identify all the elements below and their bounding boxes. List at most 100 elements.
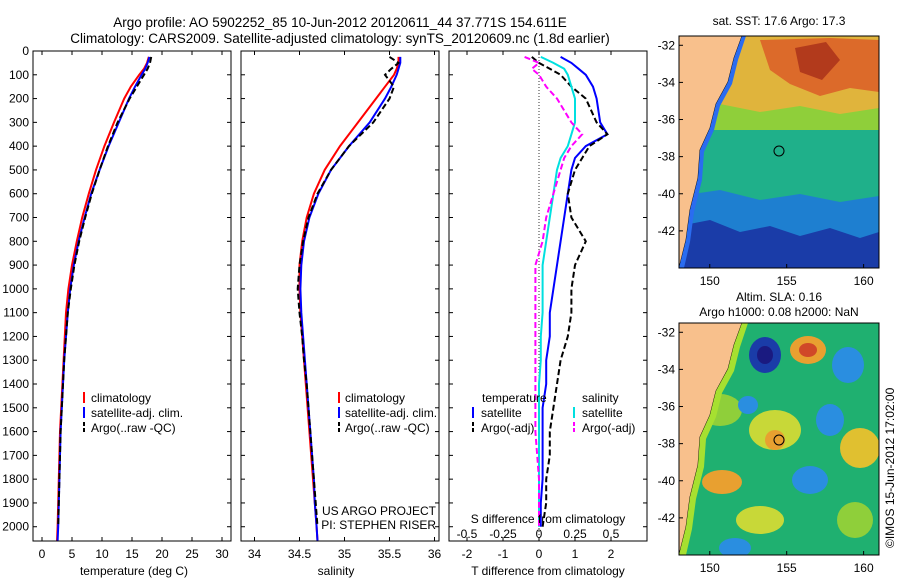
temperature-axis-label: temperature (deg C)	[80, 564, 188, 578]
legend-title-salinity: salinity	[582, 391, 619, 405]
map-y-tick-label: -34	[658, 75, 676, 89]
sst-transition	[679, 104, 879, 130]
sla-map-title-line2: Argo h1000: 0.08 h2000: NaN	[699, 305, 858, 319]
figure-title-line2: Climatology: CARS2009. Satellite-adjuste…	[70, 31, 610, 46]
pi-annotation: PI: STEPHEN RISER	[321, 518, 436, 532]
x-tick-label: -2	[462, 547, 473, 561]
series-line	[538, 55, 576, 527]
sla-coastal-fringe	[679, 323, 748, 555]
s-difference-tick-label: -0.25	[489, 527, 517, 541]
sla-anomaly	[840, 428, 879, 468]
salinity-axis-label: salinity	[318, 564, 355, 578]
map-x-tick-label: 160	[854, 561, 874, 575]
map-y-tick-label: -38	[658, 150, 676, 164]
panel-frame	[448, 50, 648, 542]
map-y-tick-label: -40	[658, 187, 676, 201]
depth-tick-label: 1800	[2, 472, 29, 486]
depth-tick-label: 1200	[2, 329, 29, 343]
s-difference-tick-label: 0.5	[603, 527, 620, 541]
t-difference-axis-label: T difference from climatology	[471, 564, 625, 578]
plot-area	[524, 51, 609, 541]
sla-anomaly	[757, 346, 773, 364]
depth-tick-label: 800	[9, 234, 29, 248]
map-y-tick-label: -34	[658, 362, 676, 376]
legend-label-satellite: satellite-adj. clim.	[345, 406, 437, 420]
series-line	[296, 56, 401, 527]
sla-anomaly	[719, 538, 751, 555]
x-tick-label: 36	[428, 547, 442, 561]
series-line	[539, 56, 609, 527]
x-tick-label: 34.5	[288, 547, 312, 561]
depth-tick-label: 2000	[2, 520, 29, 534]
sla-anomaly	[792, 466, 828, 494]
x-tick-label: 1	[572, 547, 579, 561]
sla-argo-marker	[773, 434, 785, 446]
sla-map	[679, 323, 879, 555]
sst-map-frame	[678, 35, 880, 269]
map-x-tick-label: 155	[777, 274, 797, 288]
panel-frame	[32, 50, 232, 542]
copyright-side-label: ©IMOS 15-Jun-2012 17:02:00	[883, 387, 897, 548]
x-tick-label: 0	[39, 547, 46, 561]
map-x-tick-label: 150	[700, 561, 720, 575]
map-y-tick-label: -42	[658, 224, 676, 238]
legend-label-s-argo: Argo(-adj)	[582, 421, 635, 435]
x-tick-label: 25	[185, 547, 199, 561]
difference-panel: -2 -1 0 1 2 -0.5 -0.25 0 0.25 0.5	[448, 50, 648, 561]
map-y-tick-label: -38	[658, 437, 676, 451]
map-x-tick-label: 155	[777, 561, 797, 575]
x-tick-label: -1	[498, 547, 509, 561]
s-difference-tick-label: -0.5	[457, 527, 478, 541]
x-tick-label: 15	[125, 547, 139, 561]
map-axis-ticks: 150 155 160 -32 -34 -36 -38 -40 -42 150 155 160 -32 -…	[658, 38, 874, 575]
depth-tick-label: 200	[9, 92, 29, 106]
depth-tick-label: 0	[22, 44, 29, 58]
legend-label-s-satellite: satellite	[582, 406, 623, 420]
depth-tick-label: 1400	[2, 377, 29, 391]
depth-tick-label: 1500	[2, 401, 29, 415]
depth-tick-label: 1700	[2, 448, 29, 462]
plot-area	[296, 56, 402, 541]
sla-anomaly	[702, 470, 742, 494]
depth-tick-label: 600	[9, 187, 29, 201]
depth-tick-label: 1300	[2, 353, 29, 367]
x-tick-label: 34	[248, 547, 262, 561]
depth-tick-label: 900	[9, 258, 29, 272]
depth-tick-label: 700	[9, 211, 29, 225]
map-y-tick-label: -40	[658, 474, 676, 488]
legend-label-argo: Argo(..raw -QC)	[345, 421, 430, 435]
series-line	[56, 56, 151, 541]
legend-label-t-satellite: satellite	[481, 406, 522, 420]
sst-map-title: sat. SST: 17.6 Argo: 17.3	[713, 14, 846, 28]
series-line	[524, 55, 584, 527]
x-tick-label: 20	[155, 547, 169, 561]
depth-tick-label: 1600	[2, 425, 29, 439]
legend-label-t-argo: Argo(-adj)	[481, 421, 534, 435]
x-tick-label: 10	[95, 547, 109, 561]
sst-map	[679, 36, 879, 268]
x-tick-label: 35.5	[378, 547, 402, 561]
series-line	[57, 56, 153, 527]
salinity-legend: climatology satellite-adj. clim. Argo(..…	[338, 391, 437, 435]
sla-anomaly	[765, 430, 785, 450]
sst-coastal-shelf	[679, 36, 746, 268]
s-difference-tick-label: 0.25	[563, 527, 587, 541]
sla-map-frame	[678, 322, 880, 556]
s-difference-axis-label: S difference from climatology	[471, 512, 626, 526]
figure-title-line1: Argo profile: AO 5902252_85 10-Jun-2012 …	[113, 15, 567, 30]
map-y-tick-label: -32	[658, 325, 676, 339]
sla-anomaly	[736, 506, 784, 534]
project-annotation: US ARGO PROJECT	[322, 504, 437, 518]
map-y-tick-label: -36	[658, 113, 676, 127]
sla-anomaly	[799, 343, 817, 357]
x-tick-label: 5	[69, 547, 76, 561]
sla-anomaly	[738, 396, 758, 414]
salinity-panel: 34 34.5 35 35.5 36	[240, 50, 442, 561]
series-line	[531, 56, 609, 527]
sst-cold-band	[679, 220, 879, 268]
sst-hot-spot	[795, 42, 840, 80]
depth-tick-label: 300	[9, 115, 29, 129]
legend-label-argo: Argo(..raw -QC)	[91, 421, 176, 435]
legend-label-climatology: climatology	[91, 391, 151, 405]
